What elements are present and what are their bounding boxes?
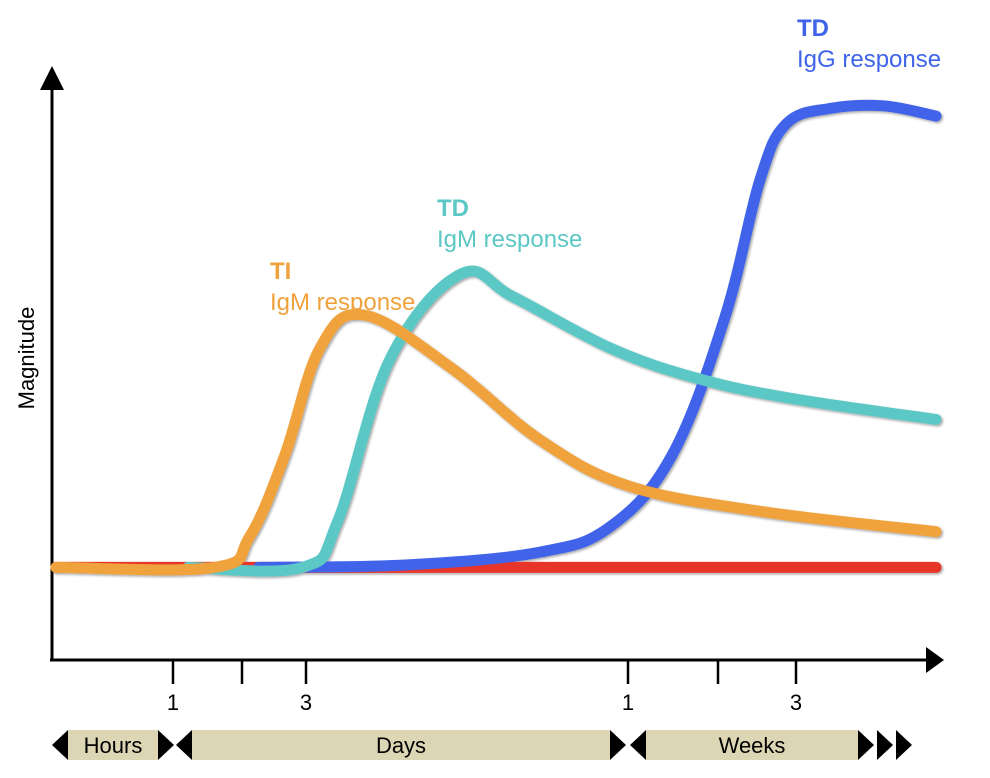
td-igm-series-title: TD: [437, 195, 469, 222]
days-label: Days: [376, 733, 426, 758]
hours-segment: [68, 730, 158, 760]
x-tick-label: 1: [167, 690, 179, 715]
y-axis-arrow-icon: [40, 66, 64, 90]
ti-igm-series-title: TI: [270, 258, 291, 285]
series-line-ti-igm-response: [50, 308, 942, 576]
igg-series-title: TD: [797, 15, 829, 42]
x-tick-labels: 1 3 1 3: [167, 690, 802, 715]
td-igm-series-subtitle: IgM response: [437, 226, 582, 253]
x-axis-arrow-icon: [926, 647, 944, 673]
weeks-segment: [646, 730, 858, 760]
series-line-td-igm-response: [182, 265, 942, 577]
arrow-right-icon: [610, 730, 626, 760]
x-ticks: [171, 660, 798, 684]
arrow-right-icon: [896, 730, 912, 760]
arrow-left-icon: [176, 730, 192, 760]
x-tick-label: 3: [300, 690, 312, 715]
days-segment: [192, 730, 610, 760]
arrow-right-icon: [158, 730, 174, 760]
igg-series-subtitle: IgG response: [797, 46, 941, 73]
series-layer: [50, 99, 942, 577]
time-scale-bar: Hours Days Weeks: [52, 730, 912, 760]
x-tick-label: 1: [622, 690, 634, 715]
series-annotations: TD IgG response TD IgM response TI IgM r…: [270, 15, 941, 316]
ti-igm-series-subtitle: IgM response: [270, 289, 415, 316]
arrow-right-icon: [858, 730, 874, 760]
arrow-left-icon: [52, 730, 68, 760]
x-tick-label: 3: [790, 690, 802, 715]
arrow-left-icon: [630, 730, 646, 760]
hours-label: Hours: [84, 733, 143, 758]
y-axis-label: Magnitude: [14, 307, 39, 410]
weeks-label: Weeks: [719, 733, 786, 758]
arrow-right-icon: [877, 730, 893, 760]
